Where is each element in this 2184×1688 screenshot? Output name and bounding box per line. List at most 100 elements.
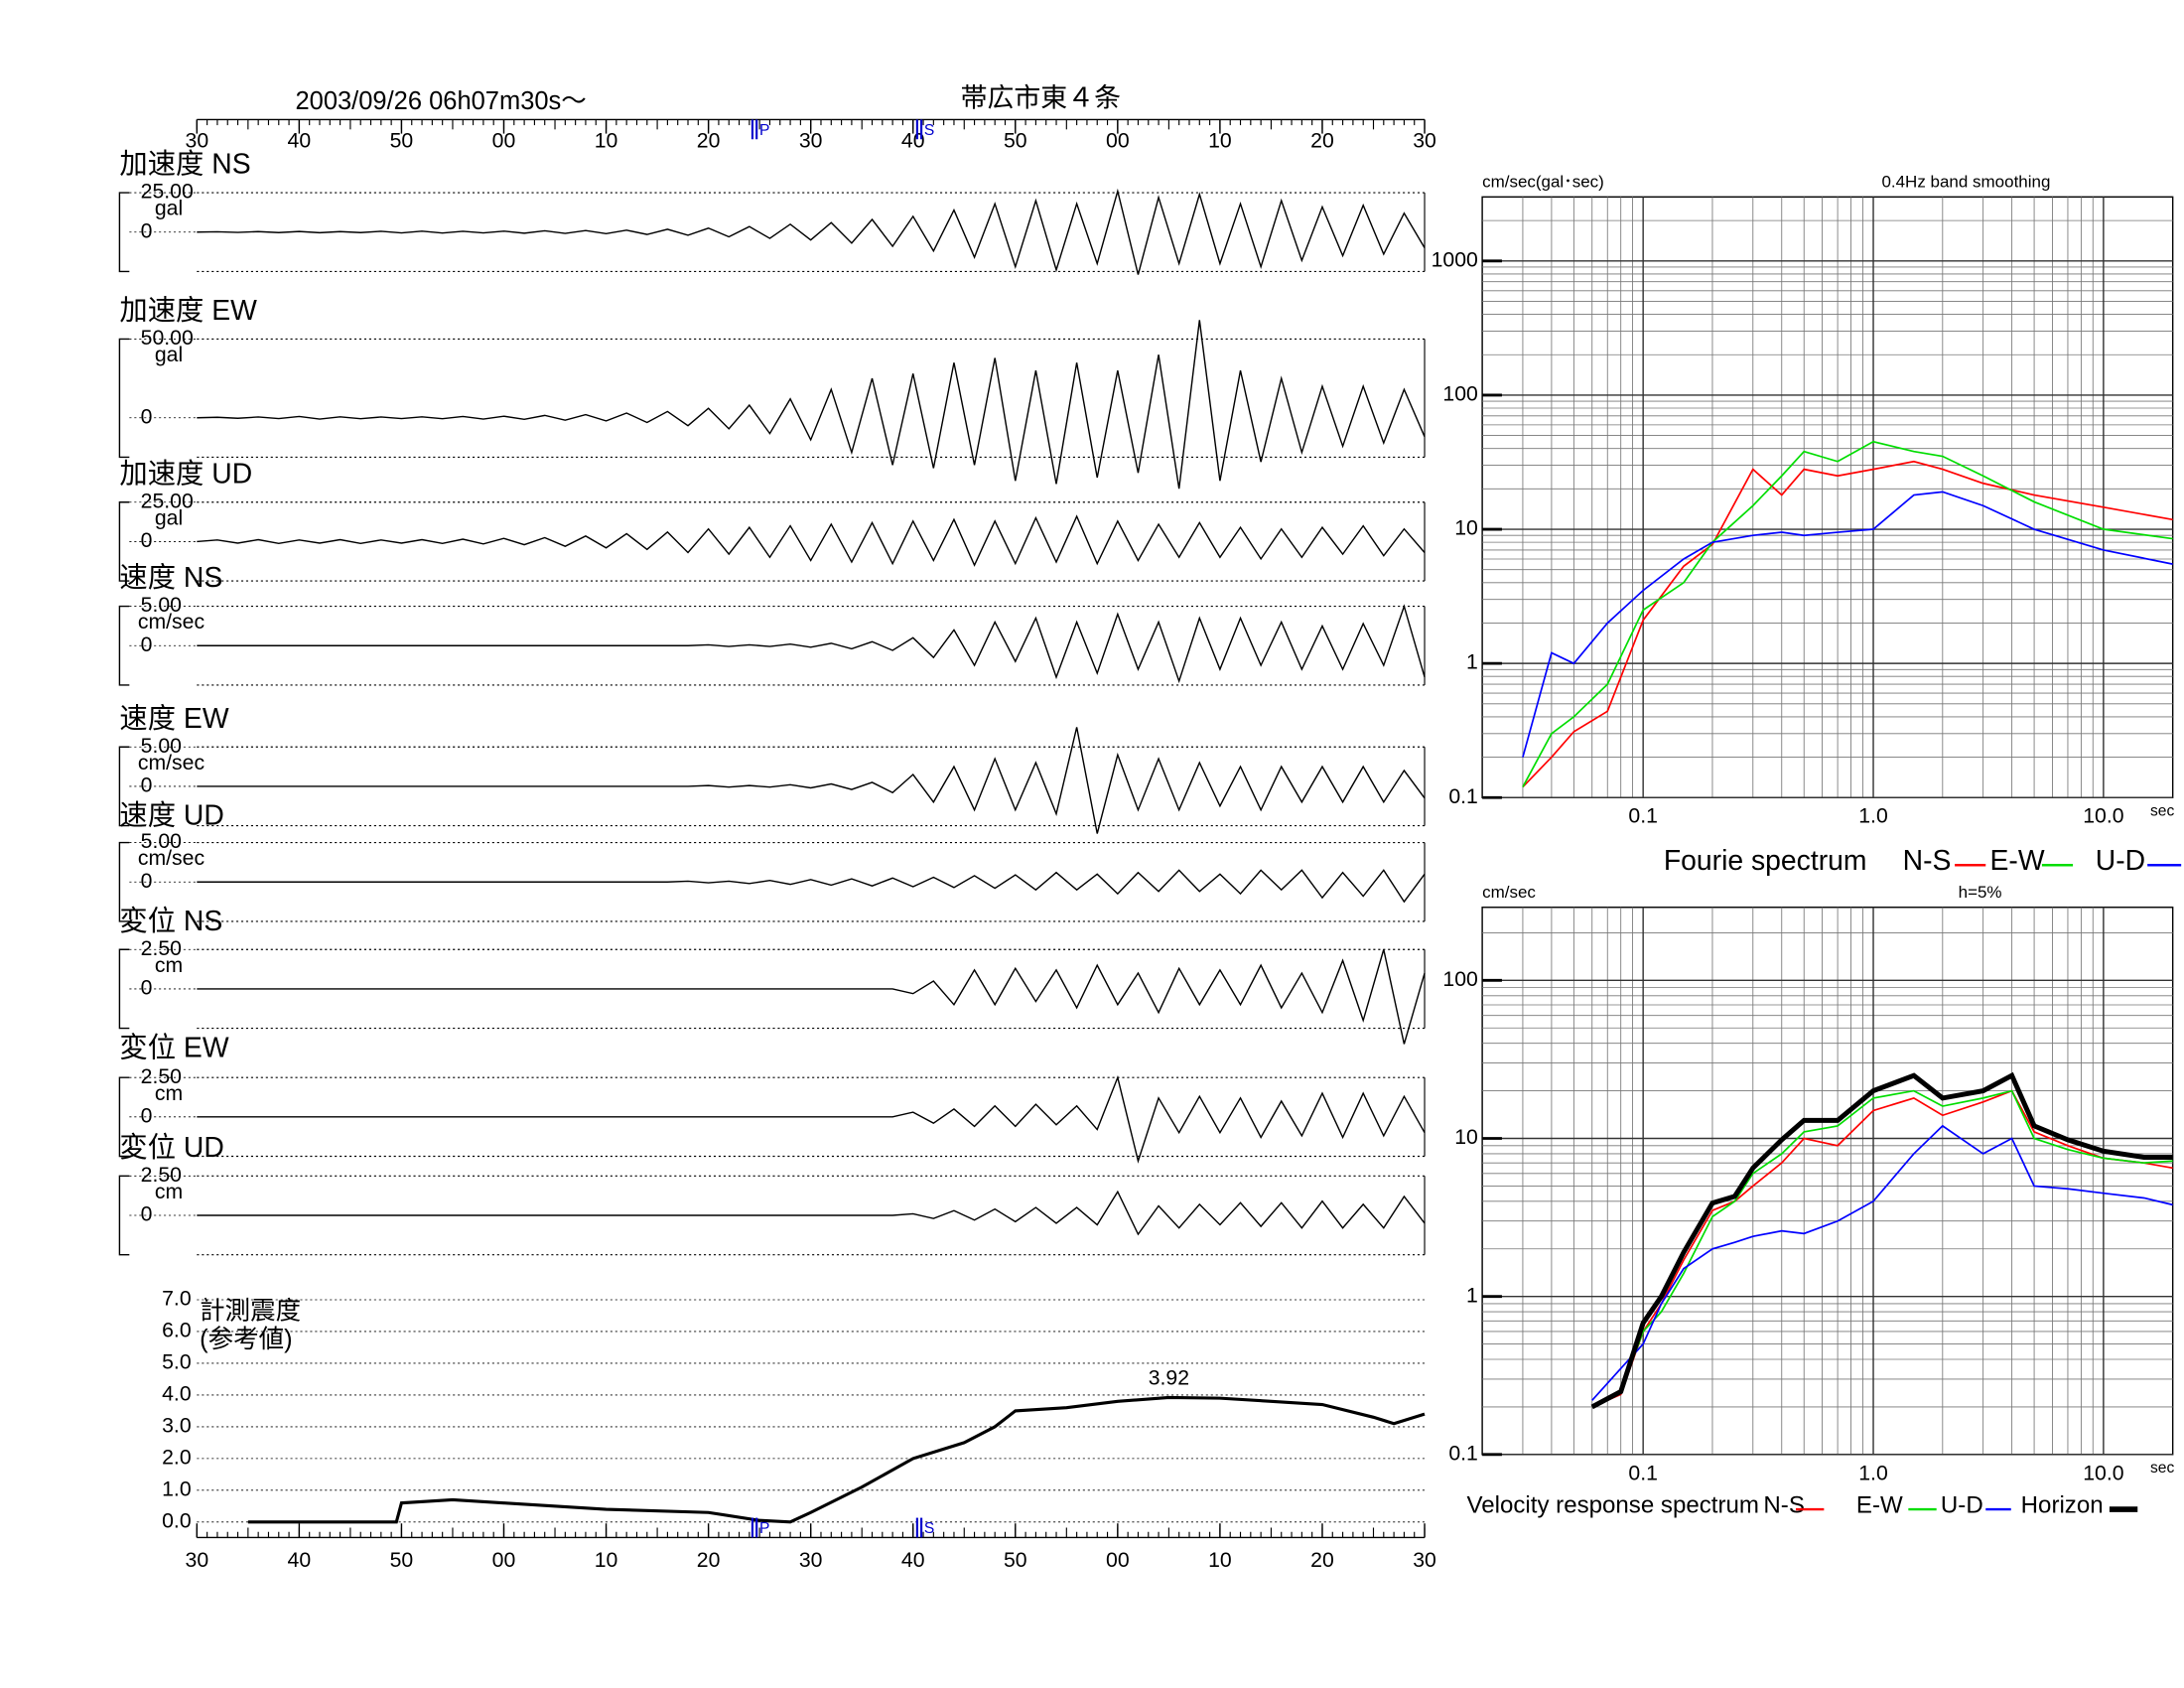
trace-name: 速度 NS [119,562,222,594]
y-tick-label: 2.50 [141,936,182,960]
unit-label: gal [155,343,183,366]
x-tick-label: 50 [390,1548,414,1572]
x-tick-label: 50 [1004,1548,1027,1572]
legend-label: N-S [1903,845,1952,877]
x-tick-label: 20 [1310,1548,1334,1572]
trace-bracket [118,1175,130,1256]
intensity-title: 計測震度 [200,1297,301,1325]
y-tick-label: 1.0 [162,1477,192,1500]
y-tick-label: 5.00 [141,829,182,853]
y-axis-label: cm/sec(gal･sec) [1482,173,1604,192]
spectrum-line [1591,1124,2173,1401]
x-tick-label: 30 [186,129,209,153]
y-tick-label: 10 [1454,516,1478,540]
y-tick-label: 0 [141,869,153,893]
x-tick-label: 30 [799,1548,823,1572]
y-tick-label: 0 [141,1202,153,1226]
waveform [197,188,1426,275]
y-tick-label: 0.0 [162,1508,192,1532]
legend-title: Velocity response spectrum [1467,1492,1759,1519]
y-tick-label: 1 [1466,650,1478,674]
unit-label: gal [155,505,183,529]
legend-label: U-D [2096,845,2145,877]
x-tick-label: 10.0 [2083,804,2123,828]
x-unit: sec [2150,1460,2174,1477]
x-tick-label: 1.0 [1858,804,1888,828]
y-tick-label: 10 [1454,1125,1478,1149]
y-tick-label: 2.0 [162,1445,192,1469]
unit-label: cm/sec [138,751,205,774]
spectrum-line [1522,440,2173,787]
x-tick-label: 40 [901,1548,925,1572]
y-tick-label: 25.00 [141,489,194,512]
unit-label: gal [155,197,183,220]
y-tick-label: 0 [141,774,153,797]
waveform [197,514,1426,567]
trace-bracket [118,338,130,459]
x-tick-label: 20 [697,129,721,153]
x-tick-label: 40 [288,129,312,153]
plot-note: h=5% [1959,883,2002,902]
peak-label: 3.92 [1149,1366,1189,1390]
x-tick-label: 50 [1004,129,1027,153]
x-tick-label: 00 [492,1548,516,1572]
y-tick-label: 2.50 [141,1163,182,1187]
legend-label: N-S [1763,1492,1804,1519]
x-tick-label: 30 [1413,129,1436,153]
plot-note: 0.4Hz band smoothing [1881,173,2050,192]
waveform [197,727,1426,834]
y-tick-label: 5.00 [141,593,182,617]
trace-name: 速度 UD [119,800,223,832]
x-tick-label: 00 [492,129,516,153]
y-tick-label: 3.0 [162,1414,192,1438]
x-tick-label: 10 [1208,129,1232,153]
y-tick-label: 0 [141,1103,153,1127]
y-tick-label: 100 [1442,382,1477,406]
phase-label: P [759,122,769,139]
trace-bracket [118,192,130,273]
record-title: 2003/09/26 06h07m30s～ [295,87,586,115]
y-tick-label: 6.0 [162,1319,192,1342]
trace-name: 加速度 NS [119,149,250,181]
spectrum-line [1522,491,2173,758]
waveform [197,1190,1426,1236]
x-tick-label: 0.1 [1628,804,1658,828]
y-tick-label: 1000 [1432,247,1478,271]
waveform [197,949,1426,1045]
x-tick-label: 0.1 [1628,1461,1658,1484]
x-tick-label: 10.0 [2083,1461,2123,1484]
legend-label: U-D [1941,1492,1983,1519]
legend-label: Horizon [2021,1492,2104,1519]
waveform [197,1074,1426,1164]
spectrum-line [1591,1089,2173,1408]
spectrum-line [1522,460,2173,788]
x-tick-label: 10 [595,1548,618,1572]
y-tick-label: 5.0 [162,1350,192,1374]
x-tick-label: 20 [1310,129,1334,153]
x-tick-label: 30 [1413,1548,1436,1572]
y-tick-label: 50.00 [141,326,194,350]
trace-name: 変位 UD [119,1132,223,1164]
y-tick-label: 0.1 [1448,1441,1478,1465]
y-tick-label: 25.00 [141,180,194,204]
waveform [197,320,1426,490]
x-tick-label: 50 [390,129,414,153]
y-tick-label: 2.50 [141,1064,182,1088]
trace-bracket [118,841,130,922]
x-tick-label: 40 [288,1548,312,1572]
intensity-line [247,1395,1426,1524]
y-tick-label: 1 [1466,1283,1478,1307]
spectrum-line [1591,1089,2173,1408]
y-tick-label: 4.0 [162,1382,192,1406]
x-tick-label: 00 [1106,1548,1130,1572]
station-name: 帯広市東４条 [961,83,1121,113]
unit-label: cm/sec [138,610,205,633]
trace-bracket [118,501,130,582]
phase-label: S [924,1520,934,1537]
unit-label: cm [155,1081,183,1105]
y-tick-label: 0 [141,218,153,242]
unit-label: cm/sec [138,846,205,870]
waveform [197,869,1426,904]
trace-bracket [118,746,130,827]
